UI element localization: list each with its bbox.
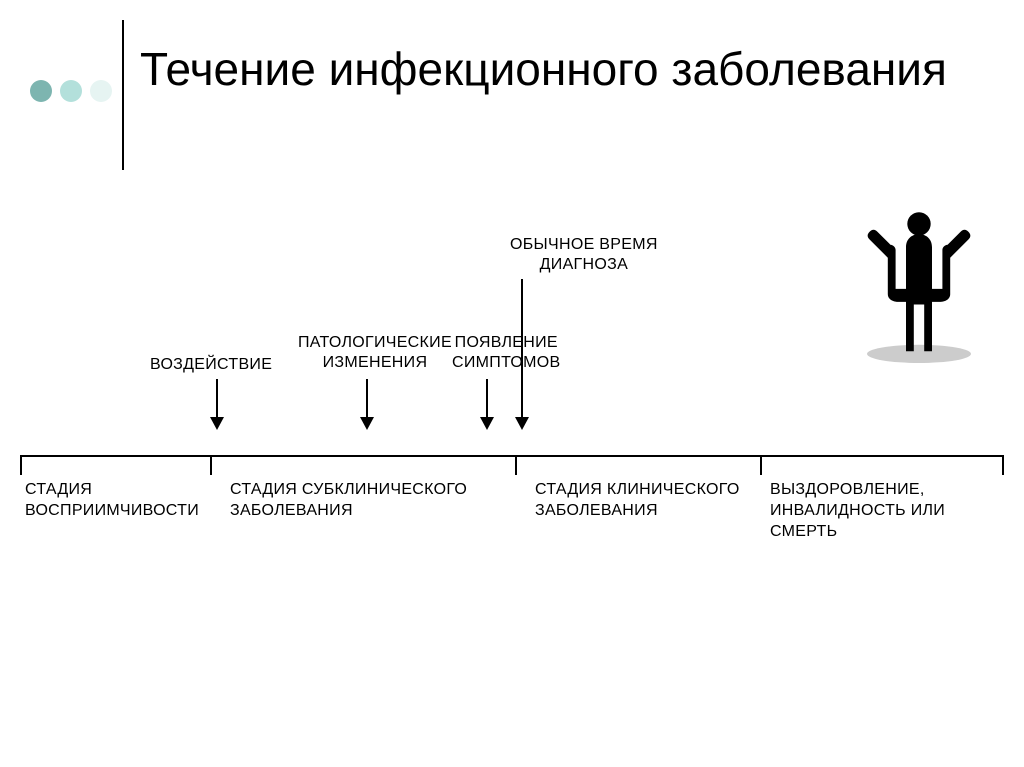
timeline-tick bbox=[1002, 455, 1004, 475]
stage-label: ВЫЗДОРОВЛЕНИЕ, ИНВАЛИДНОСТЬ ИЛИ СМЕРТЬ bbox=[770, 480, 1004, 542]
event-label: ПАТОЛОГИЧЕСКИЕ ИЗМЕНЕНИЯ bbox=[298, 333, 452, 373]
slide-title: Течение инфекционного заболевания bbox=[140, 42, 947, 97]
timeline-tick bbox=[20, 455, 22, 475]
timeline-tick bbox=[515, 455, 517, 475]
event-label: ПОЯВЛЕНИЕ СИМПТОМОВ bbox=[452, 333, 561, 373]
timeline-tick bbox=[760, 455, 762, 475]
timeline-axis bbox=[20, 455, 1004, 457]
stage-label: СТАДИЯ СУБКЛИНИЧЕСКОГО ЗАБОЛЕВАНИЯ bbox=[230, 480, 467, 522]
timeline-tick bbox=[210, 455, 212, 475]
event-label: ОБЫЧНОЕ ВРЕМЯ ДИАГНОЗА bbox=[510, 235, 658, 275]
bullet-2 bbox=[60, 80, 82, 102]
stage-label: СТАДИЯ КЛИНИЧЕСКОГО ЗАБОЛЕВАНИЯ bbox=[535, 480, 740, 522]
title-divider bbox=[122, 20, 124, 170]
stage-label: СТАДИЯ ВОСПРИИМЧИВОСТИ bbox=[25, 480, 199, 522]
title-bullets bbox=[30, 80, 112, 102]
timeline-diagram: ВОЗДЕЙСТВИЕ ПАТОЛОГИЧЕСКИЕ ИЗМЕНЕНИЯПОЯВЛ… bbox=[20, 215, 1004, 575]
bullet-1 bbox=[30, 80, 52, 102]
slide: Течение инфекционного заболевания ВОЗДЕЙ… bbox=[0, 0, 1024, 767]
bullet-3 bbox=[90, 80, 112, 102]
event-label: ВОЗДЕЙСТВИЕ bbox=[150, 355, 272, 375]
